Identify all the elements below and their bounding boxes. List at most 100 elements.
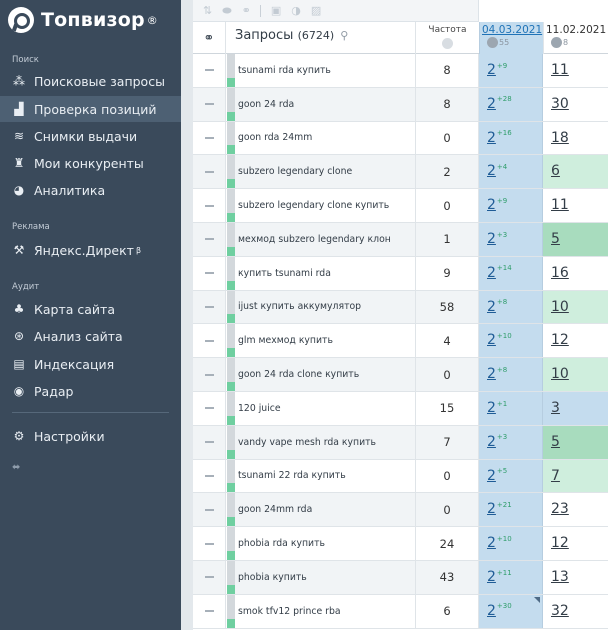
table-row[interactable]: мехмод subzero legendary клон 1 2+3 5 (193, 222, 608, 257)
sidebar-item-radar[interactable]: ◉ Радар (0, 378, 181, 404)
query-cell[interactable]: tsunami 22 rda купить (238, 470, 346, 482)
position-cell-previous[interactable]: 10 (543, 290, 608, 324)
position-cell-current[interactable]: 2+10 (479, 527, 543, 560)
table-row[interactable]: subzero legendary clone 2 2+4 6 (193, 155, 608, 190)
position-cell-previous[interactable]: 12 (543, 324, 608, 358)
table-row[interactable]: smok tfv12 prince rba 6 2+30 32 (193, 594, 608, 629)
position-link[interactable]: 6 (551, 163, 560, 180)
row-menu-button[interactable] (193, 493, 226, 527)
position-link[interactable]: 5 (551, 433, 560, 450)
position-link[interactable]: 12 (551, 332, 569, 349)
position-link[interactable]: 5 (551, 230, 560, 247)
position-cell-previous[interactable]: 3 (543, 391, 608, 425)
position-cell-previous[interactable]: 6 (543, 155, 608, 189)
sidebar-item-serp-snapshots[interactable]: ≋ Снимки выдачи (0, 123, 181, 149)
query-cell[interactable]: subzero legendary clone купить (238, 200, 390, 212)
position-link[interactable]: 2 (487, 62, 496, 78)
position-cell-previous[interactable]: 5 (543, 222, 608, 256)
position-cell-current[interactable]: 2+14 (479, 256, 543, 290)
table-row[interactable]: goon rda 24mm 0 2+16 18 (193, 121, 608, 156)
query-cell[interactable]: tsunami rda купить (238, 64, 331, 76)
position-cell-current[interactable]: 2+21 (479, 493, 543, 527)
position-link[interactable]: 32 (551, 602, 569, 619)
image-icon[interactable]: ▨ (310, 4, 322, 17)
position-link[interactable]: 2 (487, 129, 496, 146)
sidebar-item-search-queries[interactable]: ⁂ Поисковые запросы (0, 68, 181, 94)
position-cell-current[interactable]: 2+3 (479, 425, 543, 459)
sidebar-item-position-check[interactable]: ▟ Проверка позиций (0, 96, 181, 122)
position-link[interactable]: 16 (551, 264, 569, 281)
position-link[interactable]: 2 (487, 298, 496, 315)
position-cell-current[interactable]: 2+5 (479, 459, 543, 493)
position-cell-previous[interactable]: 12 (543, 527, 608, 560)
query-cell[interactable]: goon 24mm rda (235, 493, 415, 527)
logo[interactable]: Топвизор ® (8, 6, 158, 34)
position-cell-previous[interactable]: 11 (543, 189, 608, 222)
link-column-icon[interactable]: ⚭ (193, 22, 226, 54)
position-link[interactable]: 2 (487, 433, 496, 450)
row-menu-button[interactable] (193, 189, 226, 222)
position-link[interactable]: 10 (551, 298, 569, 315)
collapse-sidebar-icon[interactable]: ⬌ (12, 462, 20, 473)
table-row[interactable]: 120 juice 15 2+1 3 (193, 391, 608, 426)
date-link[interactable]: 04.03.2021 (482, 24, 543, 36)
sidebar-item-competitors[interactable]: ♜ Мои конкуренты (0, 150, 181, 176)
query-cell[interactable]: ijust купить аккумулятор (235, 290, 415, 324)
query-cell[interactable]: phobia купить (235, 560, 415, 594)
row-menu-button[interactable] (193, 425, 226, 459)
position-link[interactable]: 11 (551, 62, 569, 78)
queries-column-header[interactable]: Запросы (6724) ⚲ (235, 28, 348, 43)
sidebar-item-analytics[interactable]: ◕ Аналитика (0, 177, 181, 203)
position-cell-current[interactable]: 2+9 (479, 54, 543, 87)
table-row[interactable]: ijust купить аккумулятор 58 2+8 10 (193, 290, 608, 325)
position-link[interactable]: 2 (487, 568, 496, 585)
position-link[interactable]: 2 (487, 230, 496, 247)
position-cell-previous[interactable]: 32 (543, 594, 608, 628)
position-cell-previous[interactable]: 10 (543, 358, 608, 391)
table-row[interactable]: subzero legendary clone купить 0 2+9 11 (193, 189, 608, 223)
position-link[interactable]: 2 (487, 332, 496, 349)
position-link[interactable]: 23 (551, 501, 569, 518)
date-column-header-1[interactable]: 04.03.2021 55 (479, 22, 543, 54)
position-cell-previous[interactable]: 30 (543, 87, 608, 121)
query-cell[interactable]: goon 24 rda (235, 87, 415, 121)
frequency-column-header[interactable]: Частота (415, 22, 479, 54)
search-icon[interactable]: ⚲ (340, 29, 349, 42)
row-menu-button[interactable] (193, 459, 226, 493)
table-row[interactable]: phobia купить 43 2+11 13 (193, 560, 608, 595)
row-menu-button[interactable] (193, 391, 226, 425)
position-link[interactable]: 11 (551, 197, 569, 214)
row-menu-button[interactable] (193, 358, 226, 391)
sidebar-item-yandex-direct[interactable]: ⚒ Яндекс.Директ β (0, 237, 181, 263)
row-menu-button[interactable] (193, 560, 226, 594)
toggle-icon[interactable]: ⬬ (222, 3, 232, 17)
position-cell-current[interactable]: 2+10 (479, 324, 543, 358)
sidebar-item-site-analysis[interactable]: ⊛ Анализ сайта (0, 323, 181, 349)
position-link[interactable]: 18 (551, 129, 569, 146)
row-menu-button[interactable] (193, 290, 226, 324)
sort-icon[interactable]: ⇅ (203, 4, 213, 17)
query-cell[interactable]: goon 24 rda clone купить (235, 358, 415, 391)
row-menu-button[interactable] (193, 155, 226, 189)
sidebar-item-sitemap[interactable]: ♣ Карта сайта (0, 296, 181, 322)
position-link[interactable]: 30 (551, 95, 569, 112)
position-cell-current[interactable]: 2+30 (479, 594, 543, 628)
row-menu-button[interactable] (193, 87, 226, 121)
table-row[interactable]: goon 24mm rda 0 2+21 23 (193, 493, 608, 528)
position-link[interactable]: 2 (487, 399, 496, 416)
position-link[interactable]: 2 (487, 197, 496, 214)
position-link[interactable]: 2 (487, 366, 496, 383)
position-link[interactable]: 12 (551, 535, 569, 552)
export-icon[interactable]: ▣ (270, 4, 282, 17)
query-cell[interactable]: купить tsunami rda (238, 267, 331, 279)
position-link[interactable]: 2 (487, 467, 496, 484)
position-link[interactable]: 2 (487, 264, 496, 281)
position-link[interactable]: 2 (487, 163, 496, 180)
position-link[interactable]: 2 (487, 95, 496, 112)
position-cell-previous[interactable]: 18 (543, 121, 608, 155)
query-cell[interactable]: мехмод subzero legendary клон (235, 222, 415, 256)
position-cell-previous[interactable]: 16 (543, 256, 608, 290)
link-icon[interactable]: ⚭ (241, 4, 251, 17)
position-link[interactable]: 3 (551, 399, 560, 416)
row-menu-button[interactable] (193, 594, 226, 628)
